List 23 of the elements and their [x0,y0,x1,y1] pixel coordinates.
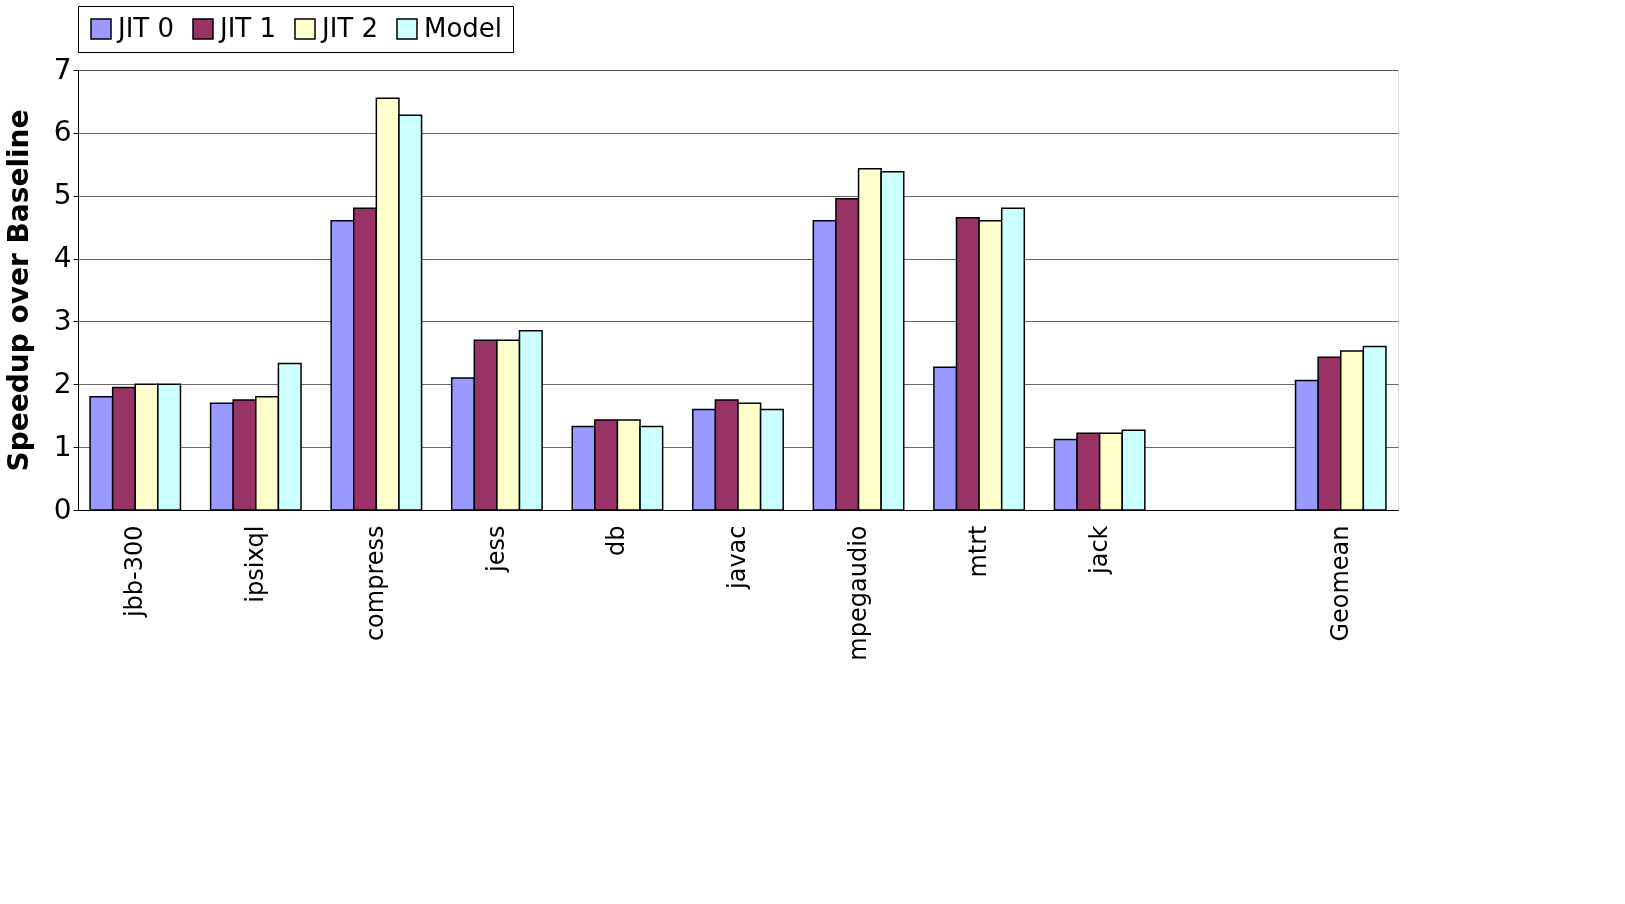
x-tick-label: jess [481,525,510,573]
x-tick-label: javac [723,525,751,590]
x-tick-label: Geomean [1325,525,1354,642]
x-tick-label: mpegaudio [843,525,872,661]
y-tick-label: 7 [53,52,72,86]
y-tick-label: 6 [53,115,72,149]
y-tick-label: 5 [53,178,72,212]
y-axis-title: Speedup over Baseline [1,109,35,472]
x-tick-label: compress [361,525,390,642]
legend-label: Model [424,13,503,43]
x-tick-label: jack [1084,525,1113,575]
y-tick-label: 0 [53,492,72,526]
y-tick-label: 2 [53,366,72,400]
legend-label: JIT 2 [320,13,379,43]
x-tick-label: ipsixql [240,525,269,603]
x-tick-label: jbb-300 [120,525,149,619]
legend-label: JIT 0 [116,13,175,43]
x-tick-label: db [602,525,631,556]
y-tick-label: 1 [53,429,72,463]
legend-label: JIT 1 [218,13,277,43]
y-tick-label: 3 [53,303,72,337]
y-tick-label: 4 [53,241,72,275]
x-tick-label: mtrt [964,525,993,578]
